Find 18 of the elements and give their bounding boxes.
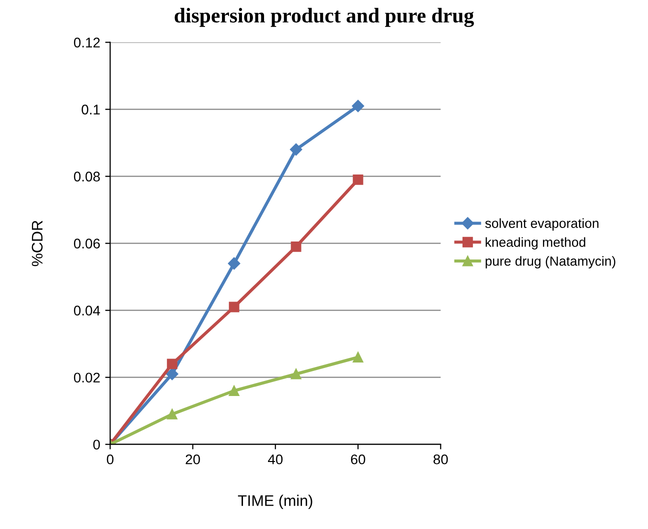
legend-label: kneading method [486, 237, 586, 250]
y-tick-label: 0.1 [82, 104, 100, 114]
y-tick-label: 0.04 [74, 306, 100, 316]
x-tick-label: 40 [268, 454, 283, 464]
y-tick-label: 0.12 [74, 38, 100, 48]
y-tick-label: 0 [93, 440, 100, 450]
y-tick-label: 0.06 [74, 238, 100, 249]
chart-title: dispersion product and pure drug [174, 8, 474, 27]
x-tick-label: 20 [186, 454, 200, 464]
y-axis-title: %CDR [32, 220, 43, 266]
x-axis-title: TIME (min) [238, 494, 312, 510]
legend-label: pure drug (Natamycin) [486, 256, 616, 268]
x-tick-label: 60 [351, 454, 366, 464]
legend-label: solvent evaporation [485, 218, 598, 231]
x-tick-label: 0 [106, 454, 114, 464]
y-tick-label: 0.08 [74, 172, 100, 182]
y-tick-label: 0.02 [74, 372, 100, 383]
x-tick-label: 80 [434, 454, 448, 464]
